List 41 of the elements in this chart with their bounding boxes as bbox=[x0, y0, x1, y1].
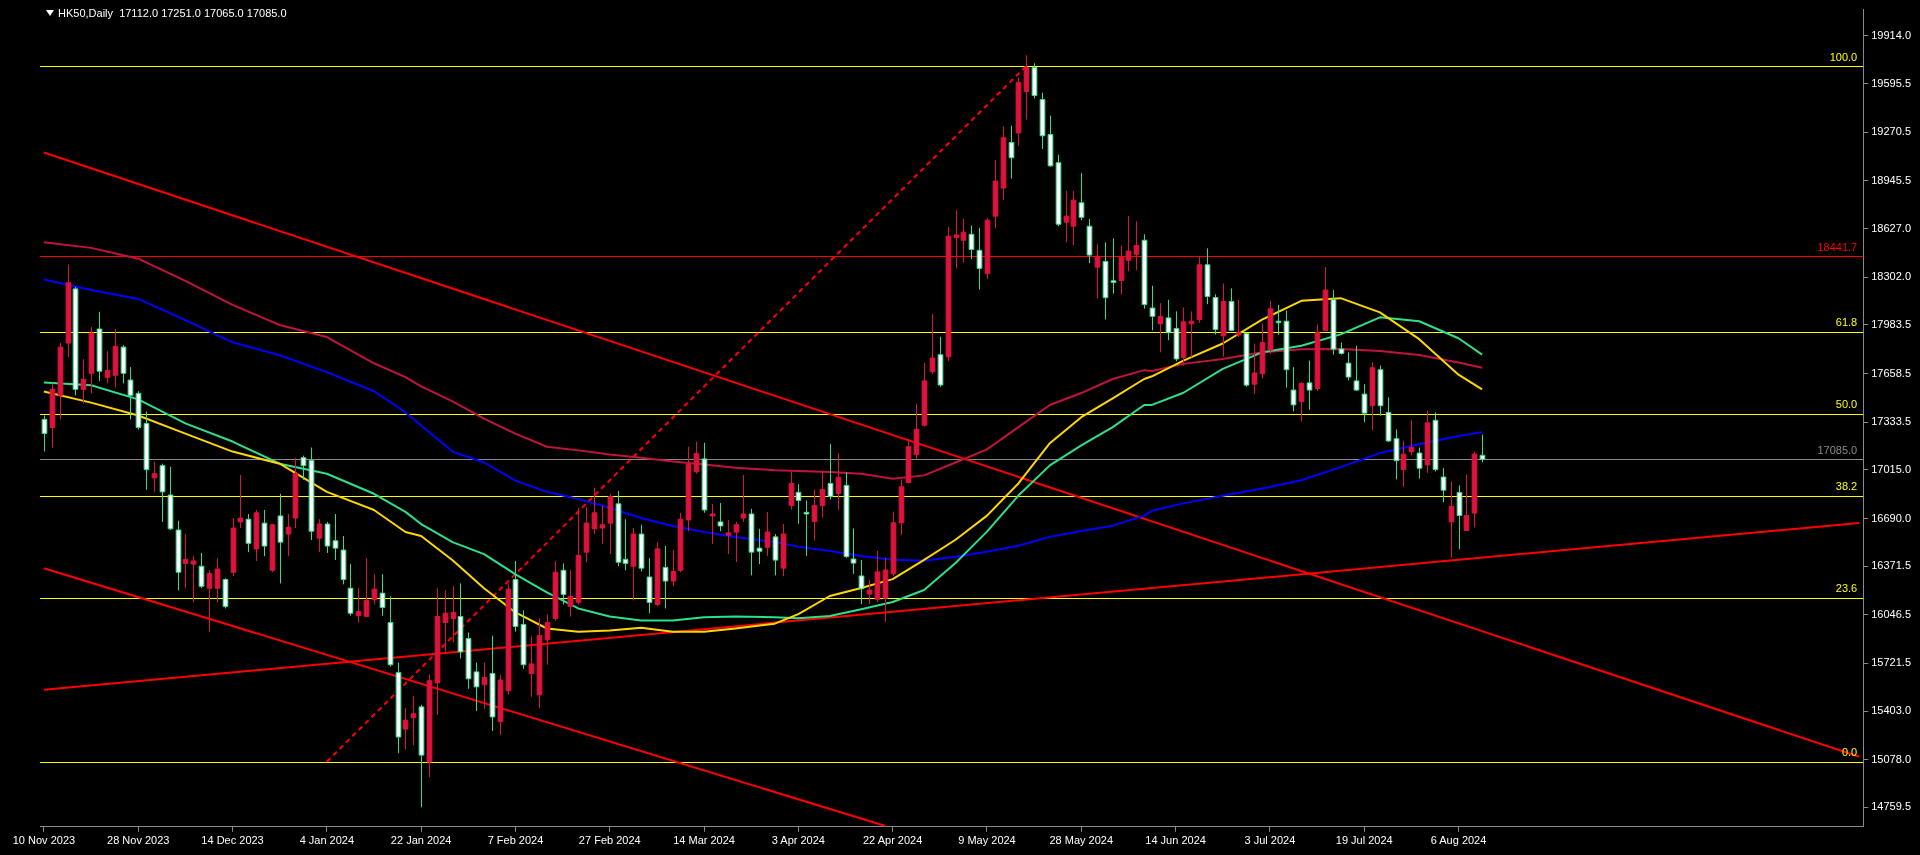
y-tick-label: 17983.5 bbox=[1871, 317, 1911, 330]
y-tick-label: 19270.5 bbox=[1871, 125, 1911, 138]
y-tick-label: 16046.5 bbox=[1871, 607, 1911, 620]
x-tick-label: 14 Mar 2024 bbox=[673, 834, 735, 847]
y-tick-label: 16371.5 bbox=[1871, 559, 1911, 572]
y-tick-label: 14759.5 bbox=[1871, 800, 1911, 813]
x-tick-label: 9 May 2024 bbox=[958, 834, 1016, 847]
x-tick-label: 28 Nov 2023 bbox=[107, 834, 170, 847]
annotation: 61.8 bbox=[1835, 316, 1858, 329]
y-tick-label: 19595.5 bbox=[1871, 76, 1911, 89]
x-tick-label: 7 Feb 2024 bbox=[487, 834, 544, 847]
x-tick-label: 22 Jan 2024 bbox=[390, 834, 452, 847]
y-tick-label: 17015.0 bbox=[1871, 462, 1911, 475]
x-tick-label: 22 Apr 2024 bbox=[863, 834, 923, 847]
annotation: 50.0 bbox=[1835, 398, 1858, 411]
y-tick-label: 18302.0 bbox=[1871, 270, 1911, 283]
y-tick-label: 16690.0 bbox=[1871, 511, 1911, 524]
y-tick-label: 15721.5 bbox=[1871, 656, 1911, 669]
annotation: 38.2 bbox=[1835, 480, 1858, 493]
x-tick-label: 14 Jun 2024 bbox=[1145, 834, 1206, 847]
y-tick-label: 19914.0 bbox=[1871, 28, 1911, 41]
chart-title: HK50,Daily 17112.0 17251.0 17065.0 17085.0 bbox=[58, 7, 287, 20]
x-tick-label: 6 Aug 2024 bbox=[1430, 834, 1487, 847]
y-tick-label: 17658.5 bbox=[1871, 366, 1911, 379]
x-tick-label: 19 Jul 2024 bbox=[1335, 834, 1393, 847]
y-tick-label: 15403.0 bbox=[1871, 704, 1911, 717]
y-tick-label: 15078.0 bbox=[1871, 752, 1911, 765]
ref-line-label: 17085.0 bbox=[1817, 443, 1858, 456]
x-tick-label: 3 Jul 2024 bbox=[1244, 834, 1296, 847]
y-tick-label: 17333.5 bbox=[1871, 415, 1911, 428]
y-tick-label: 18627.0 bbox=[1871, 221, 1911, 234]
x-tick-label: 27 Feb 2024 bbox=[578, 834, 641, 847]
ref-line-label: 18441.7 bbox=[1817, 240, 1858, 253]
x-tick-label: 10 Nov 2023 bbox=[12, 834, 76, 847]
annotation: 23.6 bbox=[1835, 582, 1858, 595]
annotation: 100.0 bbox=[1829, 50, 1858, 63]
y-tick-label: 18945.5 bbox=[1871, 173, 1911, 186]
x-tick-label: 3 Apr 2024 bbox=[771, 834, 825, 847]
x-tick-label: 4 Jan 2024 bbox=[299, 834, 355, 847]
x-tick-label: 14 Dec 2023 bbox=[201, 834, 264, 847]
x-tick-label: 28 May 2024 bbox=[1049, 834, 1114, 847]
